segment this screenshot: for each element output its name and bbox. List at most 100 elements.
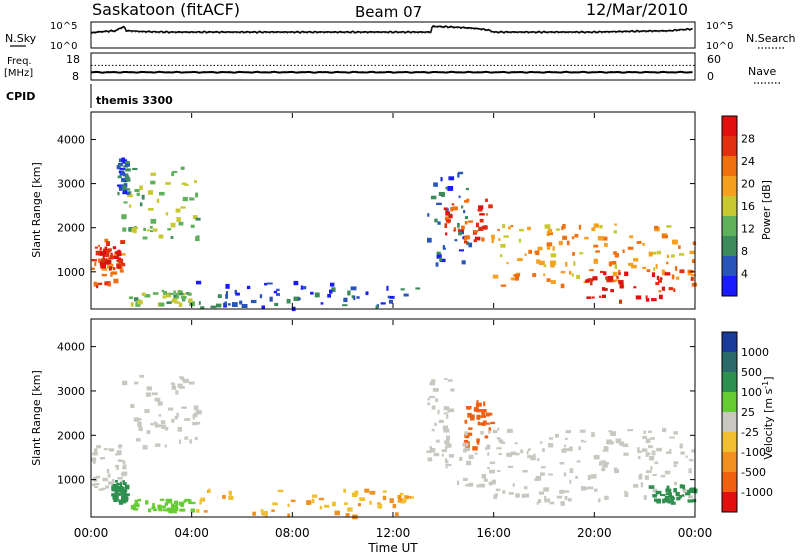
velocity-cell <box>98 488 104 491</box>
power-cell <box>651 298 657 302</box>
velocity-cell <box>488 412 493 416</box>
velocity-cell <box>405 496 409 499</box>
velocity-cell <box>660 494 666 497</box>
velocity-cell <box>468 427 473 430</box>
power-cell <box>572 252 575 256</box>
power-cell <box>216 303 222 308</box>
velocity-cell <box>670 495 674 501</box>
power-cell <box>178 302 183 307</box>
velocity-cell <box>562 448 567 452</box>
power-cell <box>152 292 159 295</box>
power-cell <box>503 235 509 238</box>
power-cell <box>174 301 180 304</box>
velocity-cell <box>687 499 693 503</box>
velocity-cell <box>481 422 486 426</box>
noise-right-tick-bottom: 10^0 <box>706 41 733 52</box>
power-cell <box>656 250 662 255</box>
power-cell <box>101 273 107 277</box>
power-cell <box>182 196 188 202</box>
velocity-cell <box>178 439 181 444</box>
velocity-cell <box>564 437 568 440</box>
power-cell <box>571 236 575 240</box>
power-cell <box>679 253 685 256</box>
power-cell <box>514 276 519 281</box>
velocity-cell <box>564 490 570 493</box>
velocity-cell <box>664 499 668 503</box>
power-cell <box>110 272 113 277</box>
velocity-cell <box>447 410 450 413</box>
velocity-cell <box>148 508 152 513</box>
velocity-colorbar-segment <box>722 432 737 452</box>
velocity-cell <box>465 444 470 450</box>
velocity-colorbar-frame <box>721 331 738 513</box>
velocity-cell <box>170 507 175 511</box>
velocity-cell <box>193 405 199 411</box>
power-cell <box>552 246 555 251</box>
velocity-cell <box>171 418 175 423</box>
power-cell <box>619 299 623 304</box>
velocity-ytick-label: 3000 <box>57 385 85 398</box>
velocity-cell <box>483 478 488 482</box>
velocity-cell <box>512 483 515 487</box>
power-cell <box>676 276 680 280</box>
velocity-cell <box>598 498 601 503</box>
power-cell <box>497 228 500 231</box>
power-cell <box>502 224 506 229</box>
velocity-cell <box>436 439 440 443</box>
power-cell <box>241 304 248 308</box>
power-cell <box>117 265 120 268</box>
velocity-cell <box>650 437 655 440</box>
velocity-cell <box>397 494 402 500</box>
power-colorbar-tick: 28 <box>741 133 755 146</box>
velocity-cell <box>642 435 647 439</box>
velocity-cell <box>591 432 595 437</box>
power-cell <box>619 284 624 289</box>
power-cell <box>614 223 617 226</box>
velocity-cell <box>602 449 609 452</box>
velocity-cell <box>130 504 137 510</box>
power-cell <box>109 254 114 260</box>
velocity-ytick-label: 4000 <box>57 341 85 354</box>
velocity-cell <box>431 428 435 432</box>
power-cell <box>146 229 150 232</box>
velocity-region <box>91 444 128 496</box>
power-cell <box>110 252 113 255</box>
freq-left-tick-top: 18 <box>66 53 80 66</box>
velocity-cell <box>155 443 161 447</box>
velocity-cell <box>429 446 432 450</box>
power-cell <box>331 287 336 293</box>
velocity-cell <box>189 441 193 444</box>
power-cell <box>507 226 511 230</box>
power-cell <box>225 291 228 295</box>
power-cell <box>173 290 176 294</box>
power-cell <box>524 253 527 256</box>
velocity-cell <box>389 498 394 504</box>
velocity-cell <box>654 461 659 465</box>
power-cell <box>298 297 301 301</box>
power-cell <box>518 238 522 243</box>
velocity-cell <box>674 481 678 486</box>
power-cell <box>225 294 228 299</box>
power-cell <box>574 234 579 238</box>
velocity-cell <box>323 504 330 508</box>
time-tick-label: 04:00 <box>174 526 209 540</box>
power-region <box>443 198 493 244</box>
velocity-cell <box>476 484 480 488</box>
power-cell <box>276 293 280 296</box>
power-cell <box>618 272 621 276</box>
power-cell <box>443 207 448 211</box>
velocity-cell <box>445 435 450 441</box>
power-cell <box>539 260 545 266</box>
power-cell <box>633 286 637 289</box>
power-cell <box>690 276 694 281</box>
power-cell <box>124 163 130 167</box>
power-cell <box>586 296 592 299</box>
time-tick-label: 08:00 <box>275 526 310 540</box>
velocity-cell <box>475 402 482 407</box>
velocity-cell <box>498 452 502 456</box>
power-cell <box>141 292 146 296</box>
power-panel-frame <box>90 111 696 310</box>
velocity-cell <box>494 493 499 497</box>
velocity-cell <box>277 489 284 493</box>
velocity-cell <box>579 429 586 433</box>
